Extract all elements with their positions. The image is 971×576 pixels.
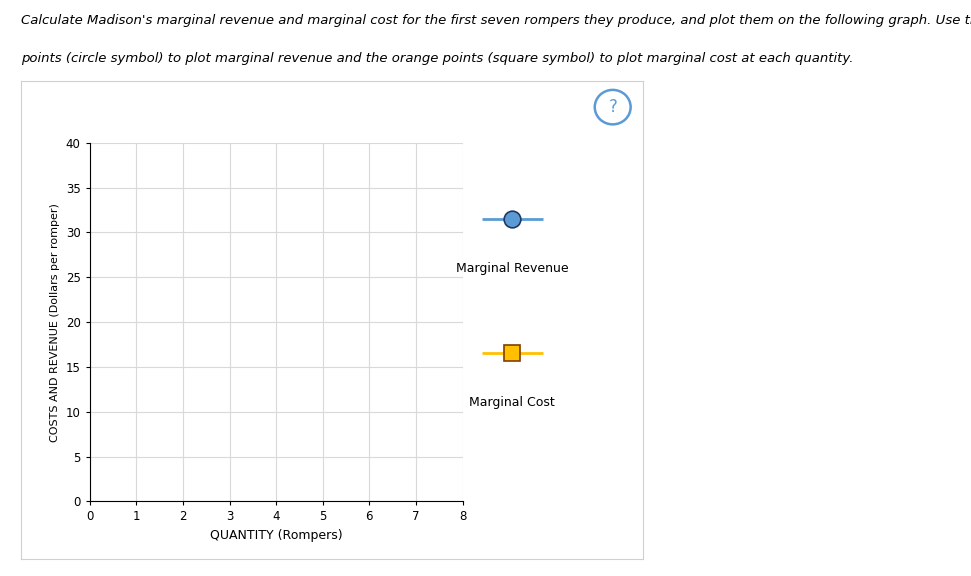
Text: points (circle symbol) to plot marginal revenue and the orange points (square sy: points (circle symbol) to plot marginal … xyxy=(21,52,854,65)
X-axis label: QUANTITY (Rompers): QUANTITY (Rompers) xyxy=(210,529,343,542)
Text: ?: ? xyxy=(608,98,618,116)
Y-axis label: COSTS AND REVENUE (Dollars per romper): COSTS AND REVENUE (Dollars per romper) xyxy=(50,203,60,442)
Text: Marginal Revenue: Marginal Revenue xyxy=(456,262,569,275)
Text: Calculate Madison's marginal revenue and marginal cost for the first seven rompe: Calculate Madison's marginal revenue and… xyxy=(21,14,971,28)
Text: Marginal Cost: Marginal Cost xyxy=(469,396,555,409)
